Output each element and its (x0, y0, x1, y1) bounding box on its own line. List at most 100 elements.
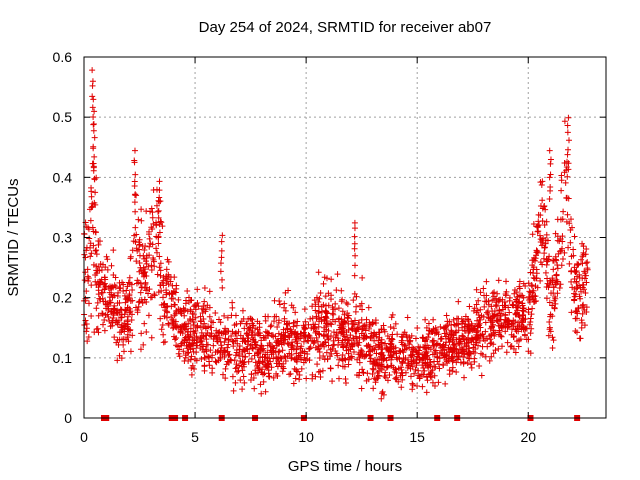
data-point (380, 322, 387, 329)
data-point (579, 240, 586, 247)
data-point (449, 368, 456, 375)
data-point (527, 330, 534, 337)
data-point (184, 328, 191, 335)
data-point (477, 289, 484, 296)
data-point (301, 324, 308, 331)
data-point (429, 338, 436, 345)
data-point (85, 226, 92, 233)
data-point (251, 352, 258, 359)
x-tick-label: 0 (80, 429, 88, 445)
data-point (556, 248, 563, 255)
data-point (544, 275, 551, 282)
data-point (539, 197, 546, 204)
data-point (387, 341, 394, 348)
data-point (120, 341, 127, 348)
data-point (431, 383, 438, 390)
data-point (190, 318, 197, 325)
data-point (92, 272, 99, 279)
data-point (129, 287, 136, 294)
data-point (576, 271, 583, 278)
data-point (214, 338, 221, 345)
data-point (186, 341, 193, 348)
data-point (187, 308, 194, 315)
data-point (312, 307, 319, 314)
data-point (535, 211, 542, 218)
data-point (137, 280, 144, 287)
data-point (502, 291, 509, 298)
data-point (233, 335, 240, 342)
data-point (185, 320, 192, 327)
data-point (201, 367, 208, 374)
data-point (564, 122, 571, 129)
data-point (460, 353, 467, 360)
data-point (515, 319, 522, 326)
data-point (542, 240, 549, 247)
data-point (91, 175, 98, 182)
data-point (109, 322, 116, 329)
data-point (545, 256, 552, 263)
data-point (340, 323, 347, 330)
data-point (312, 301, 319, 308)
data-point (399, 341, 406, 348)
data-point (407, 373, 414, 380)
data-point (351, 290, 358, 297)
data-point (286, 371, 293, 378)
data-point (198, 329, 205, 336)
data-point (145, 231, 152, 238)
data-point (262, 354, 269, 361)
data-point (129, 332, 136, 339)
data-point (515, 343, 522, 350)
data-point (248, 370, 255, 377)
data-point (338, 328, 345, 335)
data-point (201, 320, 208, 327)
data-point (532, 257, 539, 264)
data-point (178, 340, 185, 347)
data-point (217, 268, 224, 275)
data-point (157, 315, 164, 322)
data-point (277, 335, 284, 342)
data-point (191, 330, 198, 337)
data-point (382, 369, 389, 376)
data-point (141, 246, 148, 253)
data-point (347, 354, 354, 361)
data-point (535, 228, 542, 235)
data-point (410, 348, 417, 355)
data-point (477, 306, 484, 313)
data-point (132, 208, 139, 215)
data-point (278, 339, 285, 346)
data-point (272, 333, 279, 340)
data-point (431, 372, 438, 379)
data-point (561, 118, 568, 125)
data-point (360, 369, 367, 376)
data-point (316, 354, 323, 361)
data-point (324, 356, 331, 363)
data-point (90, 164, 97, 171)
data-point (530, 264, 537, 271)
data-point (416, 347, 423, 354)
data-point (242, 338, 249, 345)
data-point (320, 280, 327, 287)
data-point (124, 296, 131, 303)
data-point (164, 276, 171, 283)
data-point (338, 287, 345, 294)
data-point (232, 365, 239, 372)
data-point (300, 338, 307, 345)
data-point (151, 292, 158, 299)
data-point (303, 375, 310, 382)
data-point (155, 208, 162, 215)
data-point (117, 314, 124, 321)
data-point (187, 356, 194, 363)
data-point (317, 373, 324, 380)
data-point (279, 368, 286, 375)
data-point (178, 326, 185, 333)
data-point (288, 346, 295, 353)
data-point (127, 348, 134, 355)
data-point (575, 304, 582, 311)
data-point (218, 247, 225, 254)
data-point (423, 389, 430, 396)
data-point (536, 232, 543, 239)
data-point (157, 267, 164, 274)
data-point (454, 356, 461, 363)
data-point (425, 363, 432, 370)
data-point (309, 303, 316, 310)
